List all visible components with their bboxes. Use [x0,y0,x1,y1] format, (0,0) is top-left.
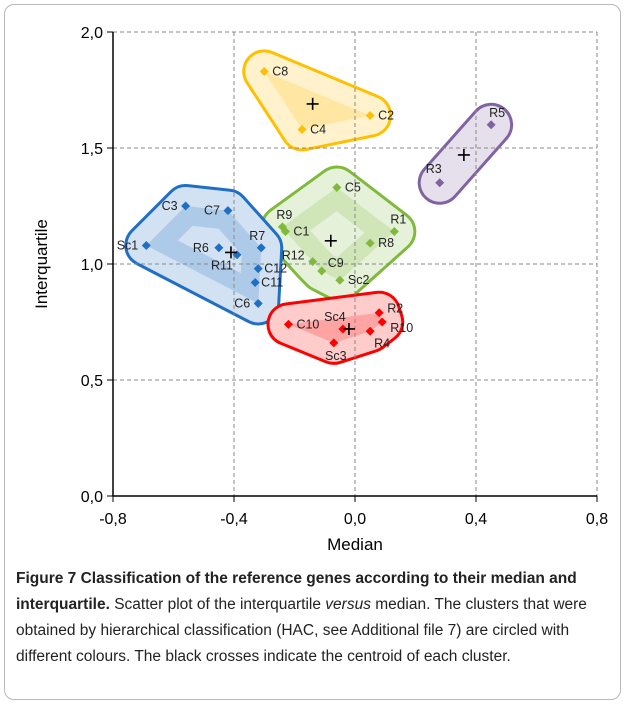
point-label: C1 [293,225,309,239]
y-tick-label: 0,5 [81,373,103,390]
data-point [181,201,191,211]
data-point [256,243,266,253]
figure-frame [4,4,621,700]
y-axis-title: Interquartile [32,219,51,309]
caption-title: Figure 7 Classification of the reference… [16,570,577,613]
centroid-cross [457,148,470,161]
data-point [486,120,496,130]
caption-italic: versus [325,596,371,613]
data-point [365,111,375,121]
data-point [374,308,384,318]
point-label: C5 [345,180,361,194]
y-tick-label: 0,0 [81,489,103,506]
x-tick-label: -0,4 [220,511,248,528]
data-point [377,317,387,327]
point-label: R1 [390,213,406,227]
y-tick-label: 2,0 [81,25,103,42]
caption-text: median. The clusters that were obtained … [16,596,587,665]
point-label: R4 [374,336,390,350]
point-label: R7 [249,229,265,243]
data-point [329,338,339,348]
data-point [141,240,151,250]
x-tick-label: -0,8 [99,511,127,528]
centroid-cross [324,234,337,247]
point-label: R2 [387,302,403,316]
point-label: R5 [489,106,505,120]
point-label: Sc4 [324,310,346,324]
centroid-cross [224,246,237,259]
data-point [223,206,233,216]
data-point [214,243,224,253]
point-label: R8 [378,236,394,250]
caption: Figure 7 Classification of the reference… [16,566,612,670]
point-label: R6 [193,241,209,255]
cluster-fill [263,168,414,300]
y-tick-label: 1,0 [81,257,103,274]
data-point [259,66,269,76]
x-tick-label: 0,0 [344,511,366,528]
data-point [317,266,327,276]
data-point [253,264,263,274]
x-axis-title: Median [327,535,383,554]
cluster-fill [263,168,414,300]
cluster-fill [269,293,402,362]
point-label: C9 [328,256,344,270]
data-point [335,275,345,285]
cluster-fill [269,293,402,362]
data-point [332,182,342,192]
data-point [365,326,375,336]
chart: -0,8 -0,4 0,0 0,4 0,8 0,0 0,5 1,0 1,5 2,0 C8 C2 C4 R… [32,25,608,554]
y-tick-label: 1,5 [81,141,103,158]
cluster-fill [245,52,390,149]
cluster-hulls [124,49,514,365]
point-label: R3 [426,162,442,176]
point-label: C4 [310,122,326,136]
data-point [365,238,375,248]
point-label: R9 [276,208,292,222]
cluster-fill [420,105,511,202]
data-point [250,278,260,288]
cluster-fill [127,187,281,323]
data-point [389,227,399,237]
data-point [253,298,263,308]
centroid-cross [306,97,319,110]
data-point [297,124,307,134]
point-label: Sc2 [348,273,370,287]
cluster-fill [127,187,281,323]
data-point [338,324,348,334]
data-point [280,227,290,237]
cluster-fill [245,52,390,149]
point-label: R11 [211,259,233,273]
data-point [308,257,318,267]
point-label: C7 [204,204,220,218]
point-label: C6 [234,296,250,310]
caption-text: Scatter plot of the interquartile [109,596,326,613]
point-label: R12 [282,249,305,263]
point-label: C3 [162,199,178,213]
point-label: C8 [272,64,288,78]
centroid-cross [342,322,355,335]
point-label: C2 [378,109,394,123]
x-tick-label: 0,8 [586,511,608,528]
data-point [435,178,445,188]
point-label: C12 [264,262,287,276]
point-label: Sc3 [325,349,347,363]
data-point [283,319,293,329]
point-label: C11 [261,276,283,290]
grid: -0,8 -0,4 0,0 0,4 0,8 0,0 0,5 1,0 1,5 2,0 [81,25,608,528]
point-label: C10 [296,317,319,331]
x-tick-label: 0,4 [465,511,487,528]
point-label: Sc1 [117,238,139,252]
point-label: R10 [390,321,413,335]
